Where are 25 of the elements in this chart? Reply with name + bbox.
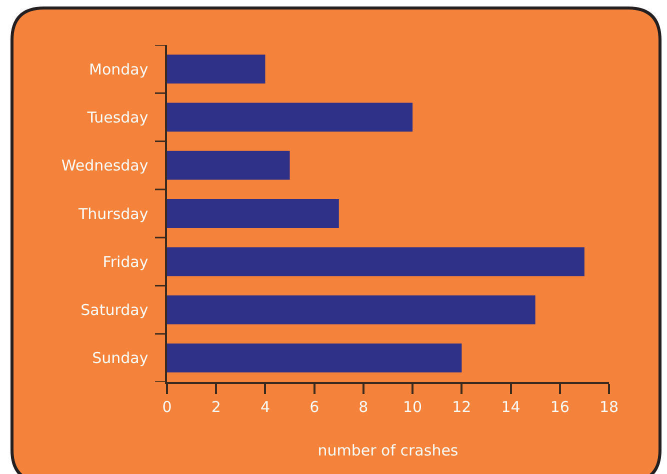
bar [167,343,462,372]
y-tick-label: Sunday [92,349,148,368]
bar [167,102,413,132]
bar [167,150,290,180]
y-tick-label: Friday [102,252,148,271]
x-tick-label: 8 [358,398,368,416]
y-tick-label: Monday [89,60,148,78]
x-tick-label: 4 [260,398,270,416]
x-tick-label: 16 [550,398,570,416]
x-tick-label: 14 [501,398,520,416]
y-tick-label: Saturday [80,301,148,320]
y-tick-label: Thursday [78,204,148,223]
x-tick-label: 10 [403,398,422,416]
x-tick-label: 0 [162,398,172,416]
x-tick-label: 6 [310,398,320,416]
bar [167,247,584,276]
bar [167,295,536,324]
x-tick-label: 2 [211,398,221,416]
x-tick-label: 12 [452,398,472,416]
y-tick-label: Wednesday [61,156,148,175]
y-tick-label: Tuesday [86,108,148,126]
x-tick-label: 18 [599,398,619,416]
x-axis-title: number of crashes [318,441,458,460]
bar [167,199,339,228]
bar [167,54,266,84]
